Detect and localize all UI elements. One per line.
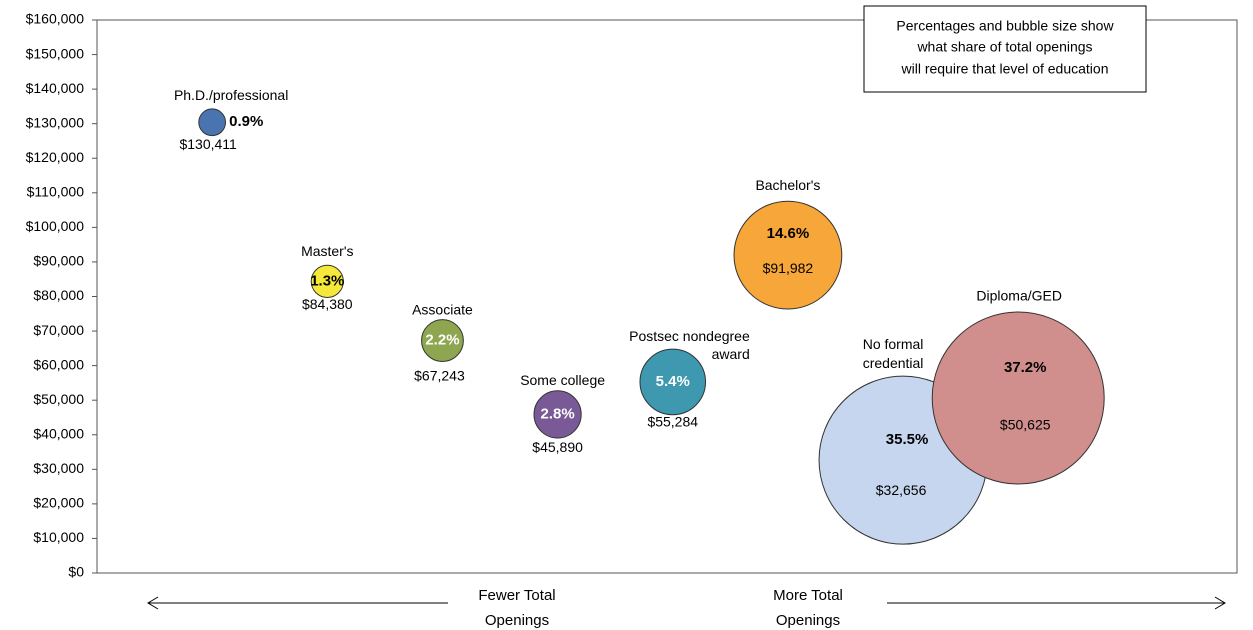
y-tick-label: $160,000 <box>26 11 85 27</box>
bubble <box>421 319 464 363</box>
y-tick-label: $10,000 <box>33 529 84 545</box>
y-tick-label: $40,000 <box>33 425 84 441</box>
arrowhead <box>1214 596 1226 610</box>
size-label: 0.9% <box>229 113 263 130</box>
size-label: 1.3% <box>310 272 344 289</box>
bubble-name: Associate <box>412 301 473 317</box>
bubble <box>639 348 707 416</box>
arrowhead <box>147 596 159 610</box>
y-tick-label: $110,000 <box>27 184 85 200</box>
bubble-name: Master's <box>301 243 353 259</box>
bubble <box>533 390 582 439</box>
bubble <box>198 108 227 137</box>
value-label: $50,625 <box>1000 417 1051 433</box>
bubble <box>733 200 843 310</box>
size-label: 14.6% <box>767 225 810 242</box>
size-label: 35.5% <box>886 431 929 448</box>
value-label: $45,890 <box>532 439 583 455</box>
value-label: $32,656 <box>876 482 927 498</box>
value-label: $84,380 <box>302 296 353 312</box>
annotation: will require that level of education <box>900 61 1108 77</box>
size-label: 5.4% <box>656 373 690 390</box>
y-tick-label: $70,000 <box>33 322 84 338</box>
y-tick-label: $130,000 <box>26 114 85 130</box>
value-label: $91,982 <box>763 260 814 276</box>
annotation: what share of total openings <box>916 39 1092 55</box>
y-tick-label: $140,000 <box>26 80 85 96</box>
arrows <box>147 596 1226 610</box>
bubble-name: Diploma/GED <box>976 288 1062 304</box>
bubble-name: Bachelor's <box>755 177 820 193</box>
y-tick-label: $30,000 <box>33 460 84 476</box>
value-label: $55,284 <box>647 414 698 430</box>
y-tick-label: $0 <box>68 564 84 580</box>
bubble <box>310 264 344 298</box>
annotation: Percentages and bubble size show <box>896 18 1114 34</box>
size-label: 37.2% <box>1004 359 1047 376</box>
y-tick-label: $80,000 <box>33 287 84 303</box>
value-label: $67,243 <box>414 367 465 383</box>
y-tick-label: $150,000 <box>26 45 85 61</box>
annotation-box <box>863 5 1147 93</box>
value-label: $130,411 <box>179 136 237 152</box>
x-label-right: More Total Openings <box>773 587 843 629</box>
x-label-left: Fewer Total Openings <box>478 587 556 629</box>
bubble-name: No formal credential <box>863 336 924 371</box>
y-tick-label: $100,000 <box>26 218 85 234</box>
y-tick-label: $90,000 <box>33 253 84 269</box>
y-tick-label: $50,000 <box>33 391 84 407</box>
y-tick-label: $20,000 <box>33 495 84 511</box>
size-label: 2.2% <box>425 332 459 349</box>
y-tick-label: $60,000 <box>33 356 84 372</box>
bubble-name: Ph.D./professional <box>174 87 288 103</box>
bubble-name: Some college <box>520 372 605 388</box>
size-label: 2.8% <box>541 405 575 422</box>
bubble <box>931 311 1105 485</box>
bubble-name: Postsec nondegree award <box>629 328 750 362</box>
y-tick-label: $120,000 <box>26 149 85 165</box>
